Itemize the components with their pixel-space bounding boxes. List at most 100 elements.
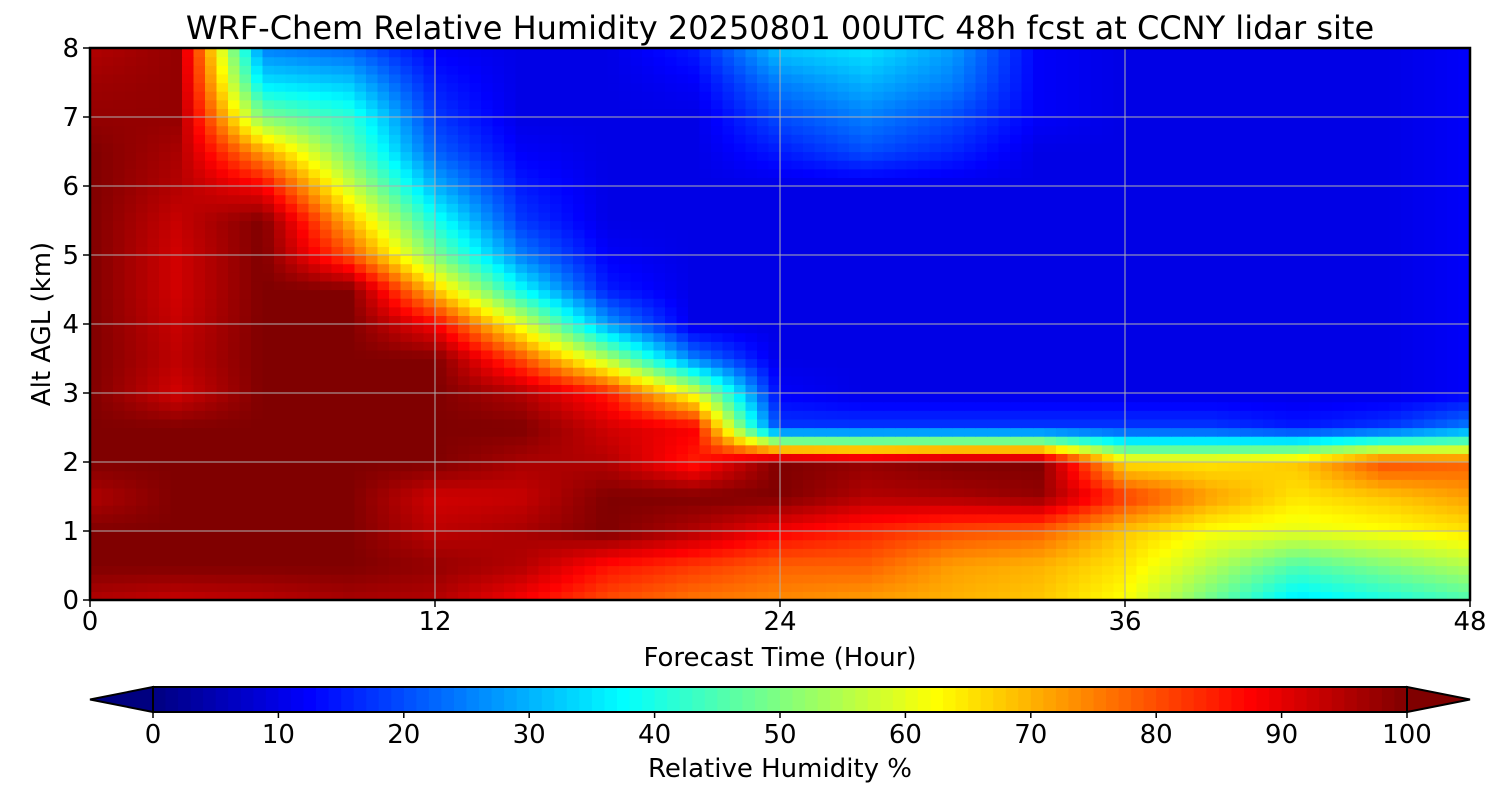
heatmap-cell (688, 324, 701, 334)
heatmap-cell (780, 263, 793, 273)
heatmap-cell (814, 349, 827, 360)
heatmap-cell (1332, 280, 1345, 291)
heatmap-cell (1435, 401, 1448, 411)
heatmap-cell (998, 289, 1011, 299)
heatmap-cell (1102, 341, 1115, 351)
heatmap-cell (1435, 505, 1448, 515)
heatmap-cell (722, 531, 735, 541)
heatmap-cell (147, 246, 160, 256)
heatmap-cell (377, 539, 390, 549)
heatmap-cell (1205, 315, 1218, 325)
heatmap-cell (561, 487, 574, 498)
heatmap-cell (1240, 470, 1253, 480)
heatmap-cell (113, 324, 126, 334)
heatmap-cell (170, 324, 183, 334)
heatmap-cell (883, 565, 896, 575)
heatmap-cell (239, 367, 252, 377)
heatmap-cell (1182, 462, 1195, 472)
heatmap-cell (872, 255, 885, 265)
heatmap-cell (653, 367, 666, 377)
heatmap-cell (446, 513, 459, 523)
heatmap-cell (90, 401, 103, 411)
heatmap-cell (1240, 324, 1253, 334)
heatmap-cell (619, 315, 632, 325)
heatmap-cell (1228, 349, 1241, 360)
heatmap-cell (630, 341, 643, 351)
heatmap-cell (1458, 332, 1470, 342)
heatmap-cell (1010, 531, 1023, 541)
heatmap-cell (331, 505, 344, 515)
heatmap-cell (584, 246, 597, 256)
chart-title: WRF-Chem Relative Humidity 20250801 00UT… (186, 9, 1374, 47)
heatmap-cell (941, 349, 954, 360)
heatmap-cell (1171, 418, 1184, 429)
heatmap-cell (929, 401, 942, 411)
heatmap-cell (550, 289, 563, 299)
heatmap-cell (538, 393, 551, 403)
heatmap-cell (895, 556, 908, 567)
heatmap-cell (354, 341, 367, 351)
heatmap-cell (1263, 513, 1276, 523)
heatmap-cell (228, 401, 241, 411)
heatmap-cell (849, 263, 862, 273)
heatmap-cell (791, 255, 804, 265)
heatmap-cell (780, 574, 793, 584)
heatmap-cell (90, 487, 103, 498)
heatmap-cell (377, 289, 390, 299)
heatmap-cell (274, 548, 287, 558)
heatmap-cell (1182, 341, 1195, 351)
heatmap-cell (1412, 358, 1425, 368)
heatmap-cell (159, 531, 172, 541)
heatmap-cell (1435, 393, 1448, 403)
heatmap-cell (124, 280, 137, 291)
heatmap-cell (216, 565, 229, 575)
heatmap-cell (1286, 367, 1299, 377)
heatmap-cell (596, 289, 609, 299)
heatmap-cell (1079, 255, 1092, 265)
heatmap-cell (159, 427, 172, 437)
heatmap-cell (113, 487, 126, 498)
heatmap-cell (975, 531, 988, 541)
heatmap-cell (849, 556, 862, 567)
heatmap-cell (1309, 513, 1322, 523)
heatmap-cell (262, 375, 275, 385)
heatmap-cell (124, 496, 137, 506)
heatmap-cell (1389, 470, 1402, 480)
heatmap-cell (228, 341, 241, 351)
heatmap-cell (446, 556, 459, 567)
heatmap-cell (987, 349, 1000, 360)
heatmap-cell (688, 548, 701, 558)
heatmap-cell (1102, 565, 1115, 575)
heatmap-cell (883, 436, 896, 446)
heatmap-cell (124, 255, 137, 265)
heatmap-cell (711, 306, 724, 316)
heatmap-cell (1194, 513, 1207, 523)
heatmap-cell (573, 341, 586, 351)
heatmap-cell (1286, 358, 1299, 368)
heatmap-cell (814, 401, 827, 411)
heatmap-cell (400, 306, 413, 316)
heatmap-cell (906, 263, 919, 273)
heatmap-cell (1125, 324, 1138, 334)
heatmap-cell (331, 255, 344, 265)
heatmap-cell (1044, 522, 1057, 532)
heatmap-cell (423, 410, 436, 420)
heatmap-cell (826, 263, 839, 273)
heatmap-cell (584, 418, 597, 429)
heatmap-cell (527, 255, 540, 265)
heatmap-cell (193, 410, 206, 420)
heatmap-cell (1044, 539, 1057, 549)
heatmap-cell (906, 574, 919, 584)
heatmap-cell (389, 410, 402, 420)
heatmap-cell (239, 436, 252, 446)
heatmap-cell (492, 237, 505, 247)
heatmap-cell (998, 565, 1011, 575)
heatmap-cell (469, 444, 482, 454)
heatmap-cell (136, 531, 149, 541)
heatmap-cell (159, 375, 172, 385)
heatmap-cell (929, 582, 942, 592)
heatmap-cell (469, 410, 482, 420)
heatmap-cell (481, 444, 494, 454)
heatmap-cell (918, 393, 931, 403)
heatmap-cell (435, 591, 448, 600)
